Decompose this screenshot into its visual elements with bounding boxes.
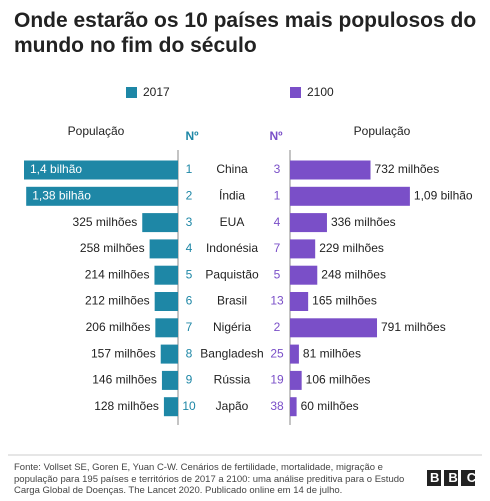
bar [290, 344, 299, 364]
rank-label: 38 [270, 399, 284, 413]
bar [26, 186, 179, 206]
rank-label: 10 [182, 399, 196, 413]
value-label: 106 milhões [306, 373, 371, 387]
rank-label: 5 [186, 267, 193, 281]
legend-label: 2100 [307, 85, 334, 99]
bar [163, 397, 178, 417]
category-label: Nigéria [213, 320, 251, 334]
legend-swatch [290, 87, 301, 98]
value-label: 212 milhões [85, 294, 150, 308]
bar [290, 292, 309, 311]
rank-label: 2 [186, 188, 193, 202]
bar [290, 213, 327, 233]
bar [290, 239, 316, 259]
rank-label: 5 [274, 267, 281, 281]
logo-box [444, 470, 458, 486]
bar [24, 160, 178, 180]
logo: BBC [430, 470, 486, 485]
bar [160, 344, 178, 364]
bar [290, 265, 318, 285]
rank-label: 19 [270, 373, 284, 387]
rank-label: 3 [274, 162, 281, 176]
value-label: 791 milhões [381, 320, 446, 334]
rank-label: 1 [186, 162, 193, 176]
column-header: Nº [269, 129, 283, 143]
category-label: Índia [219, 187, 245, 202]
rank-label: 8 [186, 346, 193, 360]
value-label: 157 milhões [91, 346, 156, 360]
rank-label: 1 [274, 188, 281, 202]
legend-label: 2017 [143, 85, 170, 99]
rank-label: 6 [186, 294, 193, 308]
rank-label: 9 [186, 373, 193, 387]
value-label: 214 milhões [85, 267, 150, 281]
bar [161, 370, 178, 390]
value-label: 325 milhões [73, 215, 138, 229]
rank-label: 3 [186, 215, 193, 229]
category-label: Paquistão [205, 267, 259, 281]
category-label: Brasil [217, 294, 247, 308]
value-label: 229 milhões [319, 241, 384, 255]
bar [290, 370, 302, 390]
value-label: 1,38 bilhão [32, 188, 91, 202]
rank-label: 2 [274, 320, 281, 334]
category-label: Rússia [214, 373, 251, 387]
bar [290, 318, 378, 338]
bar [142, 213, 178, 233]
logo-box [461, 470, 475, 486]
category-label: China [216, 162, 248, 176]
category-label: Indonésia [206, 241, 258, 255]
bar [290, 160, 371, 180]
logo-box [427, 470, 441, 486]
rank-label: 4 [186, 241, 193, 255]
value-label: 165 milhões [312, 294, 377, 308]
category-label: Japão [216, 399, 249, 413]
bar [154, 292, 178, 311]
value-label: 336 milhões [331, 215, 396, 229]
rank-label: 4 [274, 215, 281, 229]
bar [155, 318, 178, 338]
value-label: 206 milhões [86, 320, 151, 334]
bar [149, 239, 178, 259]
value-label: 732 milhões [375, 162, 440, 176]
bar [290, 397, 297, 417]
category-label: Bangladesh [200, 346, 263, 360]
column-header: Nº [185, 129, 199, 143]
legend-swatch [126, 87, 137, 98]
rank-label: 13 [270, 294, 284, 308]
value-label: 1,4 bilhão [30, 162, 82, 176]
rank-label: 7 [274, 241, 281, 255]
rank-label: 7 [186, 320, 193, 334]
category-label: EUA [220, 215, 245, 229]
value-label: 248 milhões [321, 267, 386, 281]
value-label: 81 milhões [303, 346, 361, 360]
value-label: 60 milhões [301, 399, 359, 413]
source-note: Fonte: Vollset SE, Goren E, Yuan C-W. Ce… [14, 462, 405, 496]
value-label: 146 milhões [92, 373, 157, 387]
bar [290, 186, 410, 206]
value-label: 258 milhões [80, 241, 145, 255]
bar [154, 265, 178, 285]
column-header: População [354, 124, 411, 138]
value-label: 1,09 bilhão [414, 188, 473, 202]
rank-label: 25 [270, 346, 284, 360]
value-label: 128 milhões [94, 399, 159, 413]
chart-title: Onde estarão os 10 países mais populosos… [14, 9, 477, 57]
column-header: População [68, 124, 125, 138]
